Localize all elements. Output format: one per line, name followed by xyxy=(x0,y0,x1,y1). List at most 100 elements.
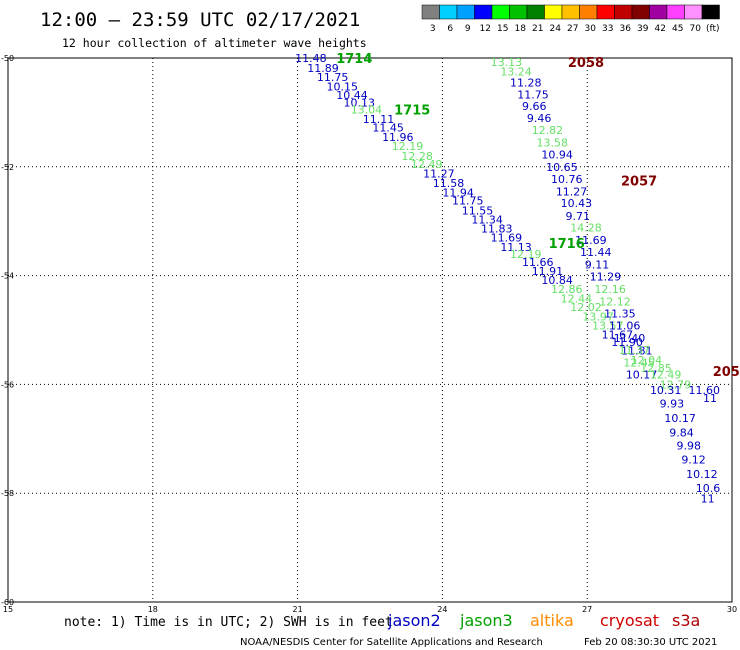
color-swatch xyxy=(544,4,563,20)
footer-note: note: 1) Time is in UTC; 2) SWH is in fe… xyxy=(64,615,393,630)
wave-height-value: 11.69 xyxy=(575,234,607,247)
wave-height-value: 11.34 xyxy=(471,214,503,227)
wave-height-value: 9.84 xyxy=(669,426,694,439)
wave-height-value: 11.48 xyxy=(295,52,327,65)
legend-item-s3a: s3a xyxy=(672,611,700,630)
y-tick-label: -54 xyxy=(1,272,14,281)
wave-height-value: 11.28 xyxy=(510,76,542,89)
wave-height-value: 13.57 xyxy=(592,320,624,333)
wave-height-value: 11.90 xyxy=(611,336,643,349)
x-tick-label: 27 xyxy=(582,605,592,614)
wave-height-value: 13.13 xyxy=(491,56,522,69)
legend-item-cryosat: cryosat xyxy=(600,611,659,630)
wave-height-value: 9.98 xyxy=(676,439,701,452)
wave-height-value: 11.35 xyxy=(604,308,636,321)
wave-height-value: 12.02 xyxy=(570,301,602,314)
color-swatch xyxy=(666,4,685,20)
wave-height-value: 11.96 xyxy=(382,131,414,144)
pass-label: 2057 xyxy=(621,174,657,189)
wave-height-value: 12.12 xyxy=(599,296,631,309)
color-swatch xyxy=(649,4,668,20)
wave-height-value: 12.82 xyxy=(532,124,564,137)
wave-height-value: 11.75 xyxy=(317,71,349,84)
wave-height-value: 11.27 xyxy=(423,167,455,180)
x-tick-label: 15 xyxy=(3,605,13,614)
axis-ticks: 15 18 21 24 27 30 -50 -52 -54 -56 -58 -60 xyxy=(1,54,737,614)
color-scale-label: 12 xyxy=(480,24,491,34)
wave-height-value: 11.13 xyxy=(500,241,532,254)
wave-height-value: 14.28 xyxy=(570,222,602,235)
wave-height-value: 12.44 xyxy=(561,292,593,305)
legend-item-jason3: jason3 xyxy=(459,611,513,630)
color-swatch xyxy=(579,4,598,20)
color-swatch xyxy=(474,4,493,20)
color-scale-label: 24 xyxy=(550,24,562,34)
wave-height-value: 13.24 xyxy=(500,66,532,79)
wave-height-value: 12.49 xyxy=(411,158,443,171)
plot-frame xyxy=(7,57,733,603)
satellite-legend: jason2 jason3 altika cryosat s3a xyxy=(387,611,700,630)
wave-height-value: 11.11 xyxy=(363,113,395,126)
wave-height-value: 11.75 xyxy=(452,195,484,208)
color-scale-label: 30 xyxy=(585,24,597,34)
wave-height-value: 12.86 xyxy=(551,283,583,296)
color-swatch xyxy=(526,4,545,20)
wave-height-value: 11.91 xyxy=(532,265,564,278)
wave-height-value: 11.40 xyxy=(614,332,646,345)
y-tick-label: -50 xyxy=(1,54,14,63)
wave-height-value: 10.44 xyxy=(336,89,368,102)
y-tick-label: -58 xyxy=(1,489,14,498)
color-swatch xyxy=(701,4,720,20)
wave-height-value: 11.58 xyxy=(433,177,465,190)
color-scale-label: 21 xyxy=(532,24,543,34)
wave-height-value: 12.85 xyxy=(640,362,672,375)
color-swatch xyxy=(491,4,510,20)
wave-height-value: 11.66 xyxy=(522,256,554,269)
wave-height-value: 11.45 xyxy=(372,122,404,135)
wave-height-value: 9.71 xyxy=(565,210,590,223)
color-scale-label: 70 xyxy=(690,24,702,34)
wave-height-value: 12.19 xyxy=(392,140,424,153)
pass-label: 1716 xyxy=(549,237,585,252)
wave-height-value: 11.27 xyxy=(556,185,588,198)
color-scale-label: 9 xyxy=(465,24,471,34)
color-scale-label: 33 xyxy=(602,24,613,34)
y-tick-label: -52 xyxy=(1,163,14,172)
wave-height-value: 9.12 xyxy=(681,453,706,466)
wave-height-value: 10.17 xyxy=(626,369,658,382)
wave-height-value: 11.44 xyxy=(580,246,612,259)
wave-height-value: 10.12 xyxy=(686,468,718,481)
wave-height-value: 13.04 xyxy=(351,104,383,117)
legend-item-altika: altika xyxy=(530,611,574,630)
pass-label: 2058 xyxy=(568,56,604,71)
color-scale-label: (ft) xyxy=(706,24,720,34)
color-swatch xyxy=(614,4,633,20)
wave-height-value: 10.43 xyxy=(561,197,593,210)
wave-height-value: 10.76 xyxy=(551,173,583,186)
wave-height-value: 11 xyxy=(701,493,715,506)
color-scale-label: 15 xyxy=(497,24,508,34)
wave-height-value: 12.04 xyxy=(631,354,663,367)
wave-height-value: 11 xyxy=(703,392,717,405)
color-scale-label: 6 xyxy=(447,24,453,34)
wave-height-value: 11.60 xyxy=(689,384,721,397)
wave-height-value: 10.65 xyxy=(546,161,578,174)
wave-height-values: 11.4811.8911.7510.1510.4410.1313.0411.11… xyxy=(295,52,720,506)
color-swatch xyxy=(561,4,580,20)
color-scale-label: 36 xyxy=(620,24,632,34)
wave-height-value: 9.11 xyxy=(585,259,610,272)
wave-height-value: 12.79 xyxy=(660,378,692,391)
x-tick-label: 18 xyxy=(148,605,158,614)
wave-height-value: 11.94 xyxy=(442,186,474,199)
wave-height-value: 10.31 xyxy=(650,384,682,397)
wave-height-value: 11.75 xyxy=(517,88,549,101)
chart-title: 12:00 – 23:59 UTC 02/17/2021 xyxy=(40,9,360,31)
wave-height-value: 12.19 xyxy=(510,248,542,261)
color-swatch xyxy=(631,4,650,20)
wave-height-value: 10.6 xyxy=(696,482,721,495)
pass-label: 2056 xyxy=(713,365,740,380)
color-scale-label: 39 xyxy=(637,24,649,34)
wave-height-value: 11.81 xyxy=(621,345,653,358)
legend-item-jason2: jason2 xyxy=(387,611,441,630)
color-swatch xyxy=(509,4,528,20)
